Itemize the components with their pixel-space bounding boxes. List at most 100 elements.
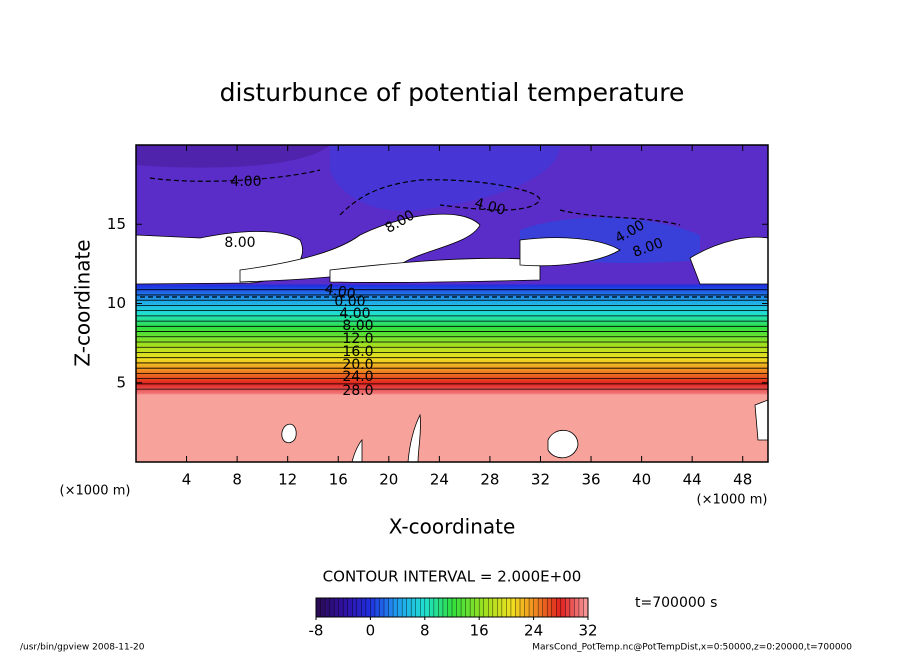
chart-title: disturbunce of potential temperature: [220, 78, 685, 107]
colorbar-cell: [388, 598, 394, 617]
x-axis-label: X-coordinate: [389, 515, 516, 539]
y-tick-label: 10: [107, 294, 126, 312]
colorbar-cell: [515, 598, 521, 617]
y-tick-label: 5: [116, 373, 126, 391]
field-band: [136, 311, 768, 314]
field-band: [136, 365, 768, 368]
colorbar-cell: [447, 598, 453, 617]
colorbar-cell: [415, 598, 421, 617]
field-band: [136, 286, 768, 289]
x-tick-label: 24: [430, 471, 449, 489]
colorbar-cell: [397, 598, 403, 617]
colorbar-cell: [452, 598, 457, 617]
field-band: [136, 342, 768, 345]
x-tick-label: 40: [632, 471, 651, 489]
colorbar-cell: [578, 598, 584, 617]
x-tick-label: 48: [733, 471, 752, 489]
field-band: [136, 354, 768, 357]
colorbar-cell: [456, 598, 462, 617]
field-blob: [754, 399, 768, 441]
colorbar-cell: [533, 598, 539, 617]
field-band: [136, 389, 768, 392]
field-band: [136, 300, 768, 303]
colorbar-frame: [315, 597, 589, 618]
field-patch: [136, 145, 330, 168]
x-tick-label: 32: [531, 471, 550, 489]
colorbar-cell: [334, 598, 339, 617]
field-band: [136, 332, 768, 335]
colorbar-cell: [411, 598, 417, 617]
colorbar-cell: [474, 598, 480, 617]
colorbar-cell: [501, 598, 507, 617]
field-band: [136, 376, 768, 379]
colorbar-cell: [583, 598, 589, 617]
field-band: [136, 350, 768, 353]
field-band: [136, 373, 768, 376]
time-label: t=700000 s: [635, 595, 717, 611]
footer-left: /usr/bin/gpview 2008-11-20: [20, 643, 145, 653]
field-band: [136, 307, 768, 310]
field-band: [136, 359, 768, 362]
contour-label: 4.00: [339, 306, 370, 322]
colorbar-cell: [356, 598, 362, 617]
contour-label: 0.00: [334, 294, 365, 310]
x-unit-label: (×1000 m): [697, 493, 768, 508]
field-lower: [136, 393, 768, 462]
field-band: [136, 304, 768, 307]
colorbar-cell: [361, 598, 367, 617]
colorbar-cell: [520, 598, 525, 617]
contour-label: 8.00: [342, 318, 373, 334]
colorbar-cell: [406, 598, 412, 617]
field-band: [136, 315, 768, 318]
colorbar-cell: [393, 598, 398, 617]
field-band: [136, 317, 768, 320]
field-band: [136, 387, 768, 390]
x-tick-label: 4: [182, 471, 192, 489]
colorbar-tick-label: 8: [420, 622, 430, 640]
colorbar-cell: [470, 598, 475, 617]
field-band: [136, 370, 768, 373]
colorbar-cell: [438, 598, 444, 617]
contour-label: 20.0: [342, 357, 373, 373]
field-blob: [519, 237, 621, 267]
y-axis-label: Z-coordinate: [71, 239, 95, 366]
field-band: [136, 343, 768, 346]
field-band: [136, 323, 768, 326]
colorbar-tick-label: 32: [578, 622, 597, 640]
colorbar-cell: [551, 598, 557, 617]
colorbar-cell: [510, 598, 516, 617]
contour-label: 4.00: [323, 281, 356, 302]
colorbar-cell: [569, 598, 575, 617]
colorbar-cell: [565, 598, 571, 617]
field-band: [136, 381, 768, 384]
field-band: [136, 326, 768, 329]
field-band: [136, 348, 768, 351]
contour-label: 12.0: [342, 331, 373, 347]
x-tick-label: 20: [379, 471, 398, 489]
field-band: [136, 306, 768, 309]
field-band: [136, 375, 768, 378]
colorbar-cell: [320, 598, 326, 617]
contour-field: [136, 145, 768, 462]
field-band: [136, 368, 768, 371]
field-band: [136, 318, 768, 321]
x-tick-label: 28: [480, 471, 499, 489]
field-band: [136, 290, 768, 293]
field-band: [136, 321, 768, 325]
field-band: [136, 364, 768, 367]
colorbar-cell: [506, 598, 512, 617]
field-band: [136, 379, 768, 382]
field-band: [136, 362, 768, 365]
colorbar-cell: [547, 598, 553, 617]
x-tick-label: 12: [278, 471, 297, 489]
colorbar-cell: [483, 598, 489, 617]
colorbar-cell: [329, 598, 335, 617]
x-tick-label: 36: [581, 471, 600, 489]
colorbar-cell: [379, 598, 385, 617]
colorbar-cell: [488, 598, 494, 617]
field-band: [136, 314, 768, 317]
field-band: [136, 339, 768, 342]
field-band: [136, 296, 768, 300]
colorbar-cell: [574, 598, 580, 617]
